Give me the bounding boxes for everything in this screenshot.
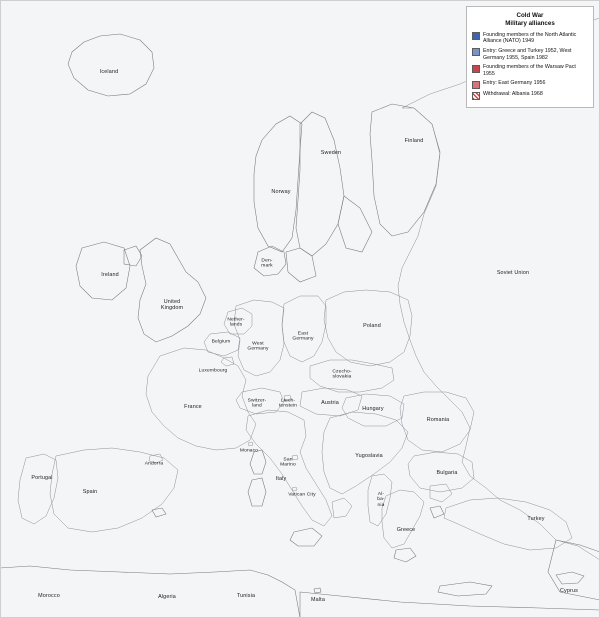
legend-swatch-warsaw-founding (472, 64, 480, 73)
legend-title-line1: Cold War (516, 12, 544, 19)
legend-item-warsaw-founding: Founding members of the Warsaw Pact 1955 (472, 64, 588, 78)
legend-swatch-nato-founding (472, 32, 480, 40)
legend-swatch-withdrawal (472, 91, 480, 100)
legend-label-nato-entry: Entry: Greece and Turkey 1952, West Germ… (483, 47, 572, 61)
neutral-countries (75, 241, 409, 495)
nato-founding-countries (17, 33, 353, 547)
legend-rows: Founding members of the North Atlantic A… (472, 32, 588, 100)
legend-swatch-nato-entry (472, 48, 480, 57)
nato-entry-countries (49, 299, 573, 597)
legend-swatch-warsaw-entry (472, 80, 480, 89)
legend-item-nato-entry: Entry: Greece and Turkey 1952, West Germ… (472, 48, 588, 62)
legend-item-withdrawal: Withdrawal: Albania 1968 (472, 91, 588, 100)
legend-item-nato-founding: Founding members of the North Atlantic A… (472, 32, 588, 46)
legend-label-withdrawal: Withdrawal: Albania 1968 (483, 91, 543, 98)
legend-title: Cold War Military alliances (472, 12, 588, 28)
legend-label-nato-founding: Founding members of the North Atlantic A… (483, 31, 577, 45)
legend-item-warsaw-entry: Entry: East Germany 1956 (472, 80, 588, 89)
legend-panel: Cold War Military alliances Founding mem… (466, 6, 594, 109)
legend-title-line2: Military alliances (505, 19, 555, 27)
legend-label-warsaw-founding: Founding members of the Warsaw Pact 1955 (483, 64, 576, 77)
legend-label-warsaw-entry: Entry: East Germany 1956 (483, 80, 546, 87)
